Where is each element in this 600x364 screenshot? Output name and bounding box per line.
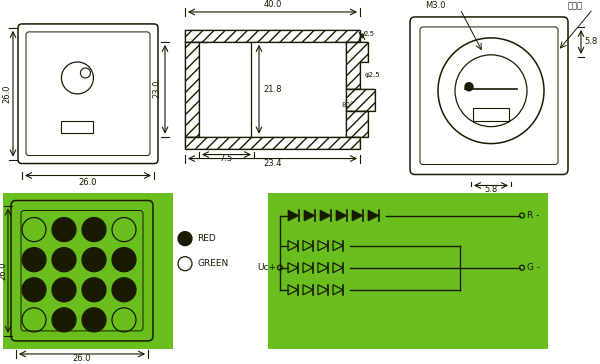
Circle shape xyxy=(22,248,46,272)
Circle shape xyxy=(52,248,76,272)
Text: 5.8: 5.8 xyxy=(484,185,497,194)
Text: R -: R - xyxy=(527,211,539,220)
Circle shape xyxy=(22,278,46,302)
Text: 26.0: 26.0 xyxy=(0,261,8,280)
Text: 2.5: 2.5 xyxy=(364,31,375,37)
Text: 40.0: 40.0 xyxy=(263,0,281,9)
Circle shape xyxy=(112,248,136,272)
Text: M3.0: M3.0 xyxy=(425,1,445,10)
Text: 密封圈: 密封圈 xyxy=(568,1,583,10)
Polygon shape xyxy=(320,210,331,221)
Text: 7.5: 7.5 xyxy=(220,154,233,163)
Text: 26.0: 26.0 xyxy=(73,354,91,363)
Circle shape xyxy=(465,83,473,91)
Text: 26.0: 26.0 xyxy=(2,84,11,103)
Text: φ2.5: φ2.5 xyxy=(365,72,380,78)
Text: Uc+: Uc+ xyxy=(257,263,276,272)
Text: 80°: 80° xyxy=(342,102,354,108)
Bar xyxy=(61,121,94,133)
Text: G -: G - xyxy=(527,263,540,272)
Bar xyxy=(3,194,173,349)
Text: 21.8: 21.8 xyxy=(263,85,281,94)
Polygon shape xyxy=(352,210,363,221)
Circle shape xyxy=(82,218,106,242)
Text: 5.8: 5.8 xyxy=(584,37,597,46)
Bar xyxy=(473,108,509,120)
Circle shape xyxy=(82,308,106,332)
Text: 26.0: 26.0 xyxy=(79,178,97,187)
Text: GREEN: GREEN xyxy=(197,259,228,268)
Circle shape xyxy=(52,278,76,302)
Text: 23.0: 23.0 xyxy=(152,80,161,99)
Circle shape xyxy=(52,218,76,242)
Text: 23.4: 23.4 xyxy=(263,159,282,167)
Circle shape xyxy=(178,232,192,246)
Bar xyxy=(268,194,548,349)
Polygon shape xyxy=(368,210,379,221)
Text: RED: RED xyxy=(197,234,216,243)
Polygon shape xyxy=(336,210,347,221)
Circle shape xyxy=(112,278,136,302)
Polygon shape xyxy=(304,210,315,221)
Circle shape xyxy=(82,278,106,302)
Circle shape xyxy=(82,248,106,272)
Polygon shape xyxy=(288,210,299,221)
Circle shape xyxy=(52,308,76,332)
